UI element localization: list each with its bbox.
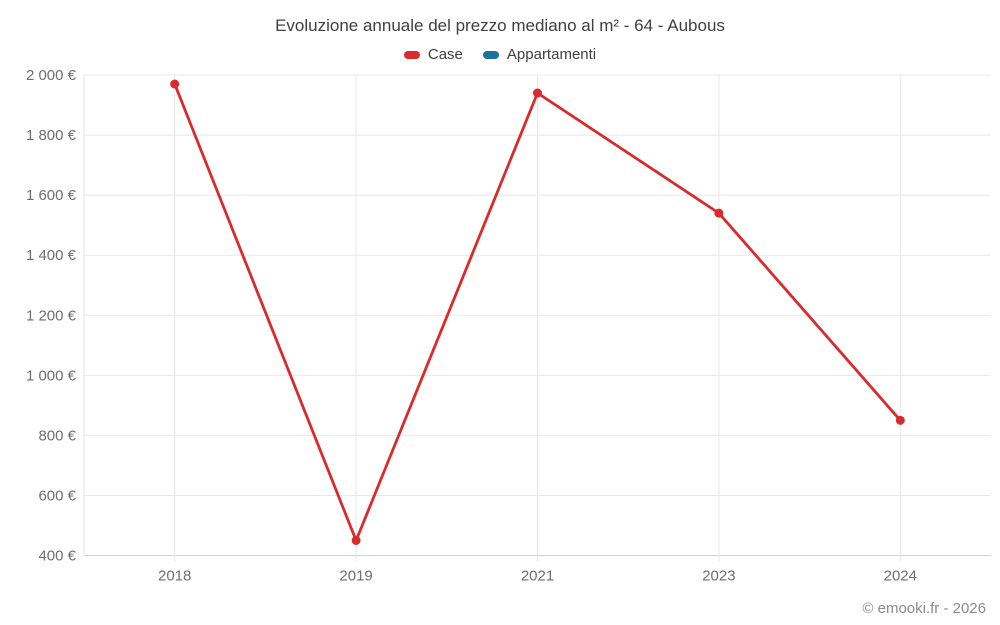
y-axis-tick-label: 1 400 € xyxy=(26,247,77,264)
legend-item-case[interactable]: Case xyxy=(403,46,463,63)
x-axis-tick-label: 2018 xyxy=(158,568,191,585)
data-point-case-2021[interactable] xyxy=(533,88,542,98)
copyright-footer: © emooki.fr - 2026 xyxy=(862,600,986,617)
x-axis-tick-label: 2024 xyxy=(884,568,917,585)
y-axis-tick-label: 400 € xyxy=(38,548,76,565)
y-axis-tick-label: 600 € xyxy=(38,487,76,504)
legend-swatch-case-icon xyxy=(403,50,420,59)
data-point-case-2018[interactable] xyxy=(170,79,180,89)
y-axis-tick-label: 2 000 € xyxy=(26,67,77,84)
y-axis-tick-label: 1 800 € xyxy=(26,127,77,144)
y-axis-tick-label: 1 600 € xyxy=(26,187,77,204)
legend-item-appartamenti[interactable]: Appartamenti xyxy=(482,46,597,63)
chart-legend: Case Appartamenti xyxy=(0,46,1000,63)
legend-swatch-appartamenti-icon xyxy=(482,50,499,59)
x-axis-tick-label: 2019 xyxy=(339,568,372,585)
x-axis-tick-label: 2021 xyxy=(521,568,554,585)
data-point-case-2023[interactable] xyxy=(714,208,724,218)
legend-label-case: Case xyxy=(427,46,463,63)
chart-title: Evoluzione annuale del prezzo mediano al… xyxy=(275,16,725,35)
data-point-case-2024[interactable] xyxy=(895,415,905,425)
y-axis-tick-label: 800 € xyxy=(38,427,76,444)
y-axis-tick-label: 1 000 € xyxy=(26,367,77,384)
legend-label-appartamenti: Appartamenti xyxy=(506,46,597,63)
y-axis-tick-label: 1 200 € xyxy=(26,307,77,324)
data-point-case-2019[interactable] xyxy=(351,535,361,545)
x-axis-tick-label: 2023 xyxy=(702,568,735,585)
